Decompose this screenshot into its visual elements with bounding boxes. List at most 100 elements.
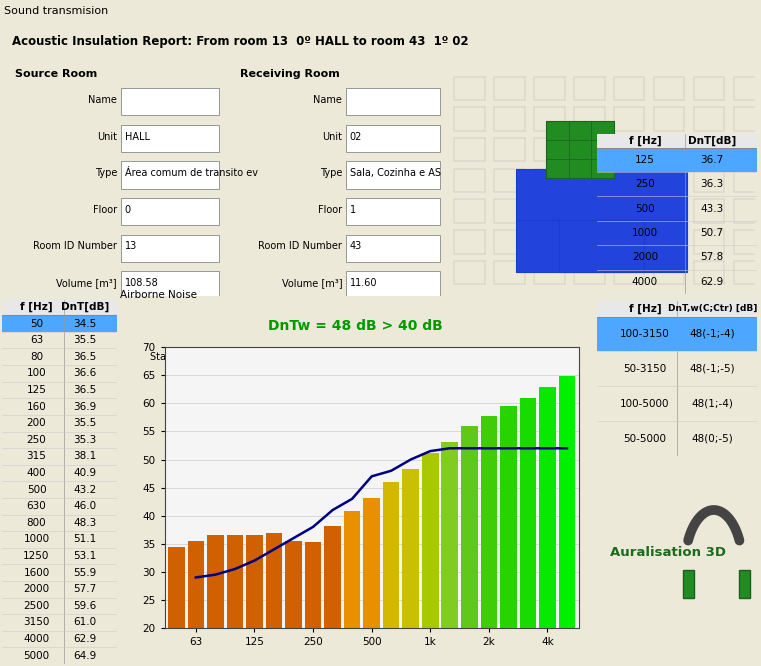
Text: 48(-1;-4): 48(-1;-4)	[689, 329, 735, 339]
Text: f [Hz]: f [Hz]	[629, 136, 661, 146]
FancyBboxPatch shape	[346, 234, 440, 262]
Text: 36.5: 36.5	[73, 352, 97, 362]
Text: 13: 13	[125, 242, 137, 252]
Bar	[559, 155, 645, 272]
Text: 160: 160	[27, 402, 46, 412]
Text: 36.6: 36.6	[73, 368, 97, 378]
Text: Floor: Floor	[318, 205, 342, 215]
Text: 62.9: 62.9	[701, 277, 724, 287]
Text: 1000: 1000	[632, 228, 658, 238]
Bar	[403, 469, 419, 628]
Text: 34.5: 34.5	[73, 318, 97, 328]
Bar	[461, 426, 478, 628]
Text: 3150: 3150	[24, 617, 49, 627]
Text: 48(1;-4): 48(1;-4)	[691, 399, 733, 409]
Text: DnT[dB]: DnT[dB]	[688, 136, 737, 146]
Text: 46.0: 46.0	[73, 501, 97, 511]
Text: 38.1: 38.1	[73, 452, 97, 462]
Text: 50: 50	[30, 318, 43, 328]
FancyBboxPatch shape	[346, 161, 440, 188]
Text: 1: 1	[349, 205, 356, 215]
Text: 250: 250	[635, 179, 655, 189]
Text: 43: 43	[349, 242, 362, 252]
Text: DnTw = 48 dB > 40 dB: DnTw = 48 dB > 40 dB	[268, 318, 442, 332]
Bar	[422, 454, 438, 628]
Text: 35.5: 35.5	[73, 335, 97, 345]
Bar	[187, 541, 204, 628]
Bar	[515, 168, 687, 220]
Text: 59.6: 59.6	[73, 601, 97, 611]
Bar	[227, 535, 244, 628]
Text: 61.0: 61.0	[73, 617, 97, 627]
Text: 48.3: 48.3	[73, 518, 97, 528]
Text: 630: 630	[27, 501, 46, 511]
FancyBboxPatch shape	[122, 89, 219, 115]
Bar	[480, 416, 497, 628]
Text: HALL: HALL	[125, 132, 150, 142]
Bar	[266, 533, 282, 628]
Text: 100: 100	[27, 368, 46, 378]
Text: 53.1: 53.1	[73, 551, 97, 561]
Text: 400: 400	[27, 468, 46, 478]
FancyBboxPatch shape	[122, 234, 219, 262]
Text: Volume [m³]: Volume [m³]	[56, 278, 117, 288]
Text: 5000: 5000	[24, 651, 49, 661]
Text: Name: Name	[314, 95, 342, 105]
Bar	[2, 300, 117, 315]
Text: 250: 250	[27, 435, 46, 445]
Text: 36.5: 36.5	[73, 385, 97, 395]
Bar	[207, 535, 224, 628]
Text: f [Hz]: f [Hz]	[629, 304, 661, 314]
Text: 40.9: 40.9	[73, 468, 97, 478]
FancyBboxPatch shape	[346, 125, 440, 152]
Text: 800: 800	[27, 518, 46, 528]
Bar	[546, 121, 614, 178]
Text: Sala, Cozinha e AS: Sala, Cozinha e AS	[349, 168, 441, 178]
Text: Standardized level difference DnT[dB] in one-third octave bands: Standardized level difference DnT[dB] in…	[151, 351, 465, 361]
Bar	[601, 135, 645, 168]
Bar	[363, 498, 380, 628]
Bar	[246, 535, 263, 628]
Text: 63: 63	[30, 335, 43, 345]
Bar	[597, 148, 757, 172]
Text: Type: Type	[320, 168, 342, 178]
Bar	[597, 316, 757, 352]
Bar	[285, 541, 302, 628]
Bar	[441, 442, 458, 628]
Bar	[683, 570, 694, 598]
FancyBboxPatch shape	[346, 271, 440, 298]
Text: 36.3: 36.3	[701, 179, 724, 189]
Text: Name: Name	[88, 95, 117, 105]
Bar	[597, 134, 757, 148]
Text: 64.9: 64.9	[73, 651, 97, 661]
Text: 100-5000: 100-5000	[620, 399, 670, 409]
Text: 2000: 2000	[632, 252, 658, 262]
Text: 36.9: 36.9	[73, 402, 97, 412]
Text: 100-3150: 100-3150	[620, 329, 670, 339]
Bar	[383, 482, 400, 628]
Bar	[304, 542, 321, 628]
Text: DnT[dB]: DnT[dB]	[61, 302, 109, 312]
FancyBboxPatch shape	[122, 198, 219, 225]
Text: 125: 125	[27, 385, 46, 395]
Bar	[739, 570, 750, 598]
Text: f [Hz]: f [Hz]	[21, 302, 53, 312]
FancyBboxPatch shape	[346, 198, 440, 225]
Bar	[520, 398, 537, 628]
Text: 108.58: 108.58	[125, 278, 158, 288]
Text: 35.5: 35.5	[73, 418, 97, 428]
Text: 315: 315	[27, 452, 46, 462]
Text: 51.1: 51.1	[73, 534, 97, 545]
Bar	[500, 406, 517, 628]
Text: 02: 02	[349, 132, 362, 142]
FancyBboxPatch shape	[122, 271, 219, 298]
Text: Receiving Room: Receiving Room	[240, 69, 340, 79]
Text: 50-5000: 50-5000	[623, 434, 667, 444]
Text: 125: 125	[635, 155, 655, 165]
Text: Type: Type	[94, 168, 117, 178]
Text: 0: 0	[125, 205, 131, 215]
Text: Volume [m³]: Volume [m³]	[282, 278, 342, 288]
Text: 62.9: 62.9	[73, 634, 97, 644]
Bar	[559, 376, 575, 628]
Text: Floor: Floor	[93, 205, 117, 215]
